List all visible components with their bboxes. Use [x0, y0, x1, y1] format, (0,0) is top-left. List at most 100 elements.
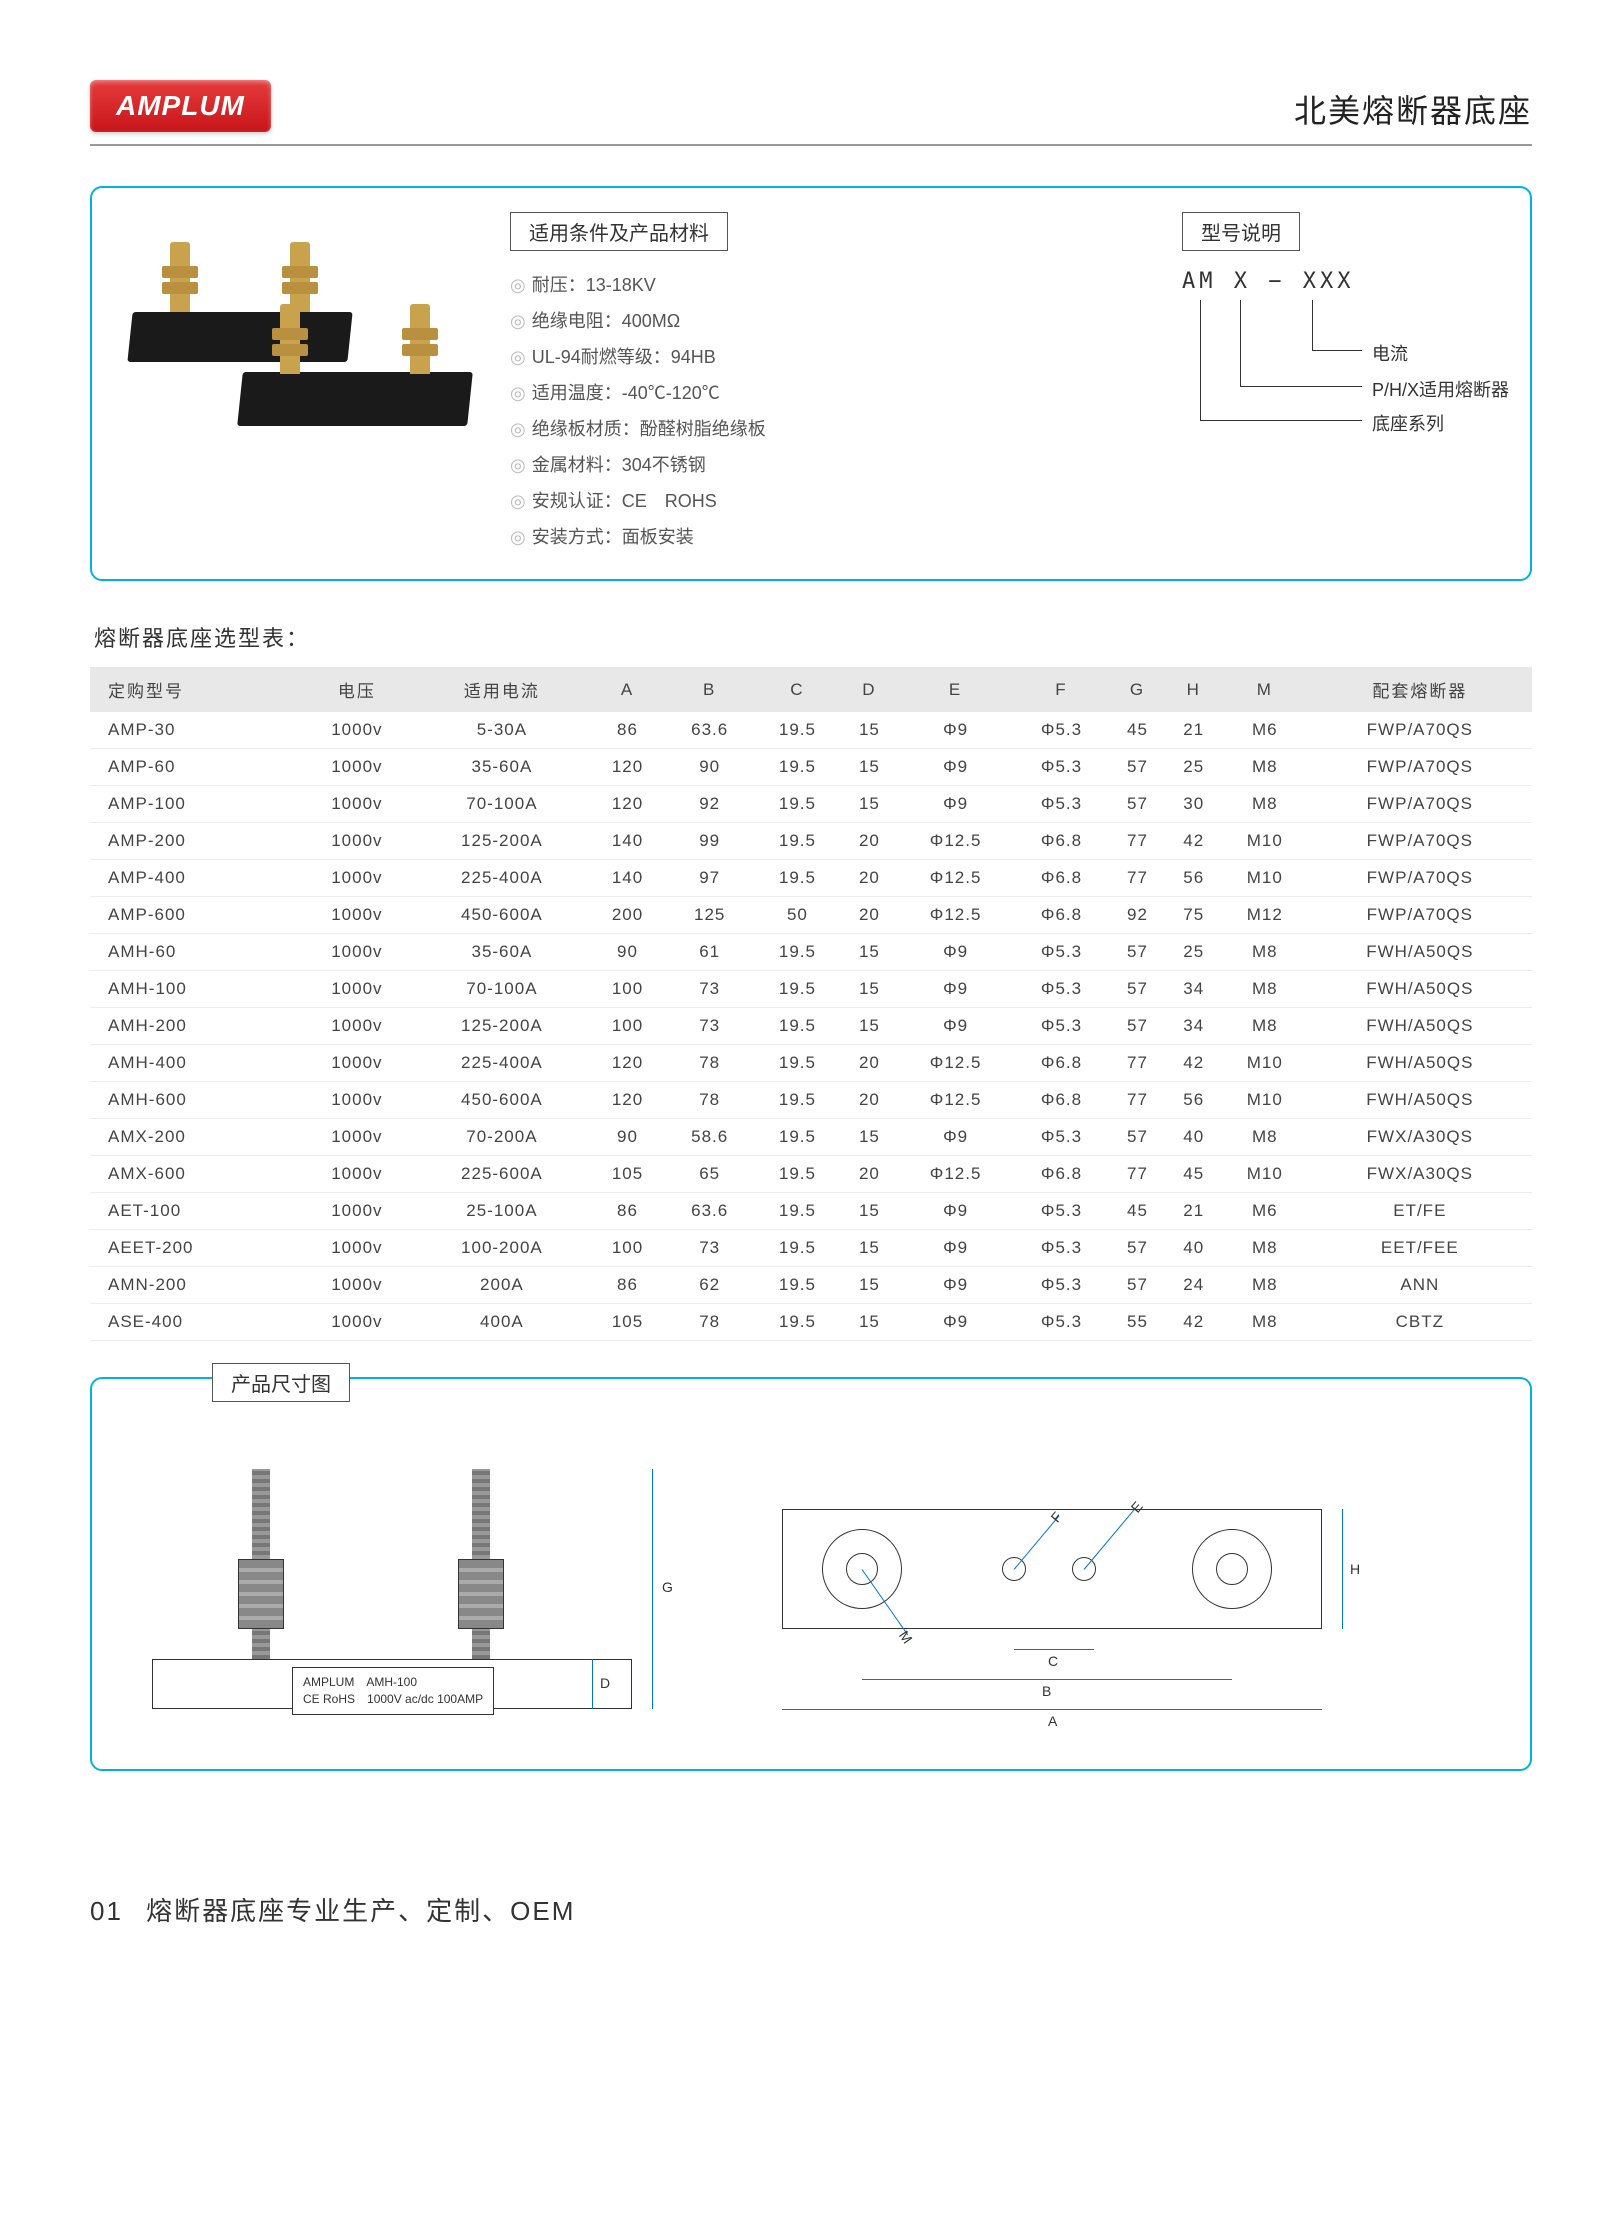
- table-row: AMP-1001000v70-100A1209219.515Φ9Φ5.35730…: [90, 786, 1532, 823]
- table-cell: 78: [666, 1045, 754, 1082]
- table-cell: 63.6: [666, 712, 754, 749]
- table-header: 电压: [299, 667, 414, 712]
- table-cell: 34: [1166, 971, 1222, 1008]
- table-row: AMX-6001000v225-600A1056519.520Φ12.5Φ6.8…: [90, 1156, 1532, 1193]
- table-cell: FWH/A50QS: [1308, 934, 1532, 971]
- table-header: 定购型号: [90, 667, 299, 712]
- table-cell: M8: [1222, 786, 1308, 823]
- table-cell: 140: [589, 860, 666, 897]
- table-cell: Φ5.3: [1014, 1267, 1110, 1304]
- table-cell: 70-100A: [415, 786, 590, 823]
- spec-item: ◎金属材料：304不锈钢: [510, 447, 1152, 483]
- spec-item: ◎安装方式：面板安装: [510, 519, 1152, 555]
- table-cell: 19.5: [754, 1304, 842, 1341]
- table-cell: 15: [841, 749, 897, 786]
- spec-list: ◎耐压：13-18KV◎绝缘电阻：400MΩ◎UL-94耐燃等级：94HB◎适用…: [510, 267, 1152, 555]
- table-cell: 42: [1166, 823, 1222, 860]
- page-footer: 01 熔断器底座专业生产、定制、OEM: [90, 1891, 1532, 1928]
- table-cell: FWH/A50QS: [1308, 1082, 1532, 1119]
- table-cell: FWP/A70QS: [1308, 860, 1532, 897]
- table-cell: 5-30A: [415, 712, 590, 749]
- side-view-drawing: AMPLUM AMH-100 CE RoHS 1000V ac/dc 100AM…: [132, 1409, 692, 1729]
- table-cell: M8: [1222, 1230, 1308, 1267]
- table-cell: 57: [1109, 786, 1165, 823]
- table-cell: 225-400A: [415, 1045, 590, 1082]
- table-row: AMP-301000v5-30A8663.619.515Φ9Φ5.34521M6…: [90, 712, 1532, 749]
- table-cell: EET/FEE: [1308, 1230, 1532, 1267]
- table-cell: Φ5.3: [1014, 1193, 1110, 1230]
- table-cell: Φ9: [898, 786, 1014, 823]
- table-cell: 125: [666, 897, 754, 934]
- table-row: AMP-6001000v450-600A2001255020Φ12.5Φ6.89…: [90, 897, 1532, 934]
- table-cell: Φ9: [898, 1193, 1014, 1230]
- table-cell: 61: [666, 934, 754, 971]
- table-cell: 21: [1166, 1193, 1222, 1230]
- table-row: AMP-2001000v125-200A1409919.520Φ12.5Φ6.8…: [90, 823, 1532, 860]
- table-cell: M12: [1222, 897, 1308, 934]
- table-cell: AMP-30: [90, 712, 299, 749]
- table-cell: 1000v: [299, 1082, 414, 1119]
- table-cell: 21: [1166, 712, 1222, 749]
- table-cell: Φ6.8: [1014, 1082, 1110, 1119]
- table-cell: Φ12.5: [898, 823, 1014, 860]
- table-cell: 1000v: [299, 1193, 414, 1230]
- table-cell: 19.5: [754, 712, 842, 749]
- dim-m: M: [896, 1628, 916, 1647]
- table-cell: CBTZ: [1308, 1304, 1532, 1341]
- table-cell: M8: [1222, 934, 1308, 971]
- table-cell: Φ9: [898, 971, 1014, 1008]
- legend-current: 电流: [1372, 340, 1408, 366]
- table-cell: 90: [666, 749, 754, 786]
- table-cell: Φ6.8: [1014, 1156, 1110, 1193]
- table-cell: 73: [666, 1230, 754, 1267]
- table-cell: 99: [666, 823, 754, 860]
- table-cell: Φ6.8: [1014, 897, 1110, 934]
- table-cell: M8: [1222, 1008, 1308, 1045]
- table-cell: M6: [1222, 712, 1308, 749]
- dim-b: B: [1042, 1683, 1051, 1699]
- table-cell: 57: [1109, 749, 1165, 786]
- spec-item: ◎适用温度：-40℃-120℃: [510, 375, 1152, 411]
- table-cell: AMP-60: [90, 749, 299, 786]
- table-cell: 20: [841, 897, 897, 934]
- table-cell: AMP-100: [90, 786, 299, 823]
- table-cell: 1000v: [299, 1045, 414, 1082]
- table-header: H: [1166, 667, 1222, 712]
- table-cell: 105: [589, 1156, 666, 1193]
- table-cell: 77: [1109, 1082, 1165, 1119]
- table-cell: FWP/A70QS: [1308, 823, 1532, 860]
- table-cell: M10: [1222, 1045, 1308, 1082]
- dimension-panel: 产品尺寸图 AMPLUM AMH-100 CE RoHS 1000V ac/dc…: [90, 1377, 1532, 1771]
- table-cell: AMP-600: [90, 897, 299, 934]
- table-cell: 90: [589, 1119, 666, 1156]
- table-cell: 92: [1109, 897, 1165, 934]
- table-cell: 86: [589, 712, 666, 749]
- table-cell: 57: [1109, 934, 1165, 971]
- table-header: A: [589, 667, 666, 712]
- table-cell: Φ5.3: [1014, 1008, 1110, 1045]
- table-row: AMH-2001000v125-200A1007319.515Φ9Φ5.3573…: [90, 1008, 1532, 1045]
- table-cell: 1000v: [299, 1008, 414, 1045]
- table-cell: 57: [1109, 1230, 1165, 1267]
- table-cell: 15: [841, 1119, 897, 1156]
- table-cell: 140: [589, 823, 666, 860]
- table-row: ASE-4001000v400A1057819.515Φ9Φ5.35542M8C…: [90, 1304, 1532, 1341]
- table-cell: Φ12.5: [898, 860, 1014, 897]
- table-row: AMX-2001000v70-200A9058.619.515Φ9Φ5.3574…: [90, 1119, 1532, 1156]
- table-cell: 450-600A: [415, 897, 590, 934]
- table-cell: 15: [841, 1230, 897, 1267]
- table-cell: 1000v: [299, 971, 414, 1008]
- legend-fuse: P/H/X适用熔断器: [1372, 376, 1509, 402]
- table-cell: AMP-400: [90, 860, 299, 897]
- table-cell: 200A: [415, 1267, 590, 1304]
- table-cell: 45: [1166, 1156, 1222, 1193]
- table-cell: 19.5: [754, 934, 842, 971]
- table-cell: M6: [1222, 1193, 1308, 1230]
- table-cell: 63.6: [666, 1193, 754, 1230]
- table-header: M: [1222, 667, 1308, 712]
- table-cell: 15: [841, 1008, 897, 1045]
- product-image: [120, 212, 480, 442]
- table-cell: 20: [841, 823, 897, 860]
- table-cell: ANN: [1308, 1267, 1532, 1304]
- table-cell: Φ5.3: [1014, 1119, 1110, 1156]
